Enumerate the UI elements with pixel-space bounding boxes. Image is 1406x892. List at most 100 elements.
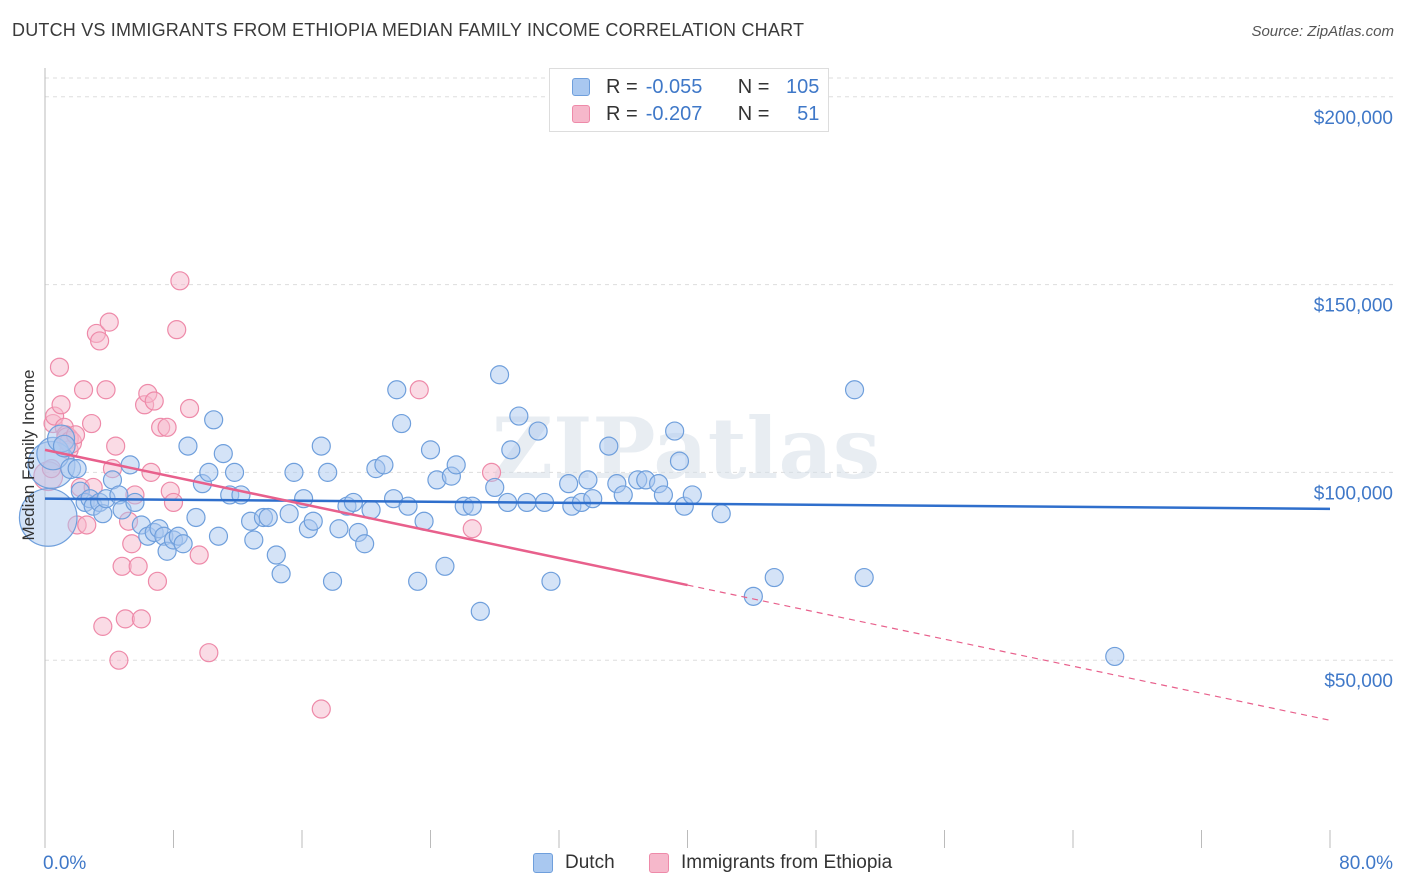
ethiopia-point — [311, 699, 331, 719]
dutch-point — [583, 489, 603, 509]
dutch-point — [528, 421, 548, 441]
dutch-point — [408, 571, 428, 591]
legend-n-value: 51 — [797, 102, 820, 125]
ethiopia-point — [167, 320, 187, 340]
correlation-legend: R = -0.055 N = 105 R = -0.207 N = 51 — [549, 68, 829, 132]
dutch-point — [322, 571, 343, 591]
dutch-point — [613, 485, 633, 505]
y-tick-label: $50,000 — [1324, 671, 1393, 692]
ethiopia-point — [189, 545, 209, 565]
ethiopia-trend-line — [44, 448, 688, 587]
dutch-point — [489, 365, 510, 385]
ethiopia-point — [170, 271, 190, 291]
legend-r-value: -0.207 — [645, 102, 703, 125]
dutch-point — [682, 485, 702, 505]
dutch-point — [509, 406, 529, 426]
dutch-point — [501, 440, 521, 460]
dutch-point — [711, 504, 731, 524]
y-tick-label: $100,000 — [1314, 483, 1393, 504]
x-tick-label: 0.0% — [43, 853, 86, 874]
dutch-point — [224, 462, 245, 482]
legend-item-ethiopia: Immigrants from Ethiopia — [649, 852, 892, 874]
y-tick-label: $150,000 — [1314, 296, 1393, 317]
legend-row-dutch: R = -0.055 N = 105 — [572, 75, 819, 99]
grid-layer — [45, 77, 1393, 661]
ethiopia-legend-swatch — [649, 853, 669, 873]
legend-r-label: R = — [606, 75, 638, 98]
dutch-point — [178, 436, 198, 456]
x-tick-label: 80.0% — [1339, 853, 1393, 874]
dutch-point — [485, 477, 505, 498]
dutch-legend-swatch — [533, 853, 553, 873]
chart-title: DUTCH VS IMMIGRANTS FROM ETHIOPIA MEDIAN… — [12, 20, 805, 40]
dutch-point — [311, 436, 331, 456]
ethiopia-point — [128, 556, 148, 576]
dutch-point — [67, 459, 87, 479]
watermark: ZIPatlas — [492, 399, 880, 498]
ethiopia-point — [81, 413, 102, 434]
dutch-point — [208, 526, 229, 546]
dutch-point — [854, 567, 874, 588]
dutch-point — [279, 504, 299, 524]
dutch-point — [318, 462, 338, 482]
dutch-point — [244, 530, 264, 550]
dutch-point — [1105, 646, 1125, 667]
dutch-point — [120, 455, 140, 475]
dutch-point — [199, 462, 219, 482]
legend-row-ethiopia: R = -0.207 N = 51 — [572, 102, 819, 126]
ethiopia-point — [199, 643, 219, 663]
dutch-point — [599, 436, 619, 456]
dutch-point — [213, 444, 233, 464]
dutch-point — [355, 534, 375, 554]
ethiopia-legend-label: Immigrants from Ethiopia — [681, 852, 893, 873]
ethiopia-point — [122, 534, 142, 554]
legend-n-value: 105 — [786, 75, 820, 98]
dutch-point — [470, 601, 490, 621]
ethiopia-point — [90, 331, 110, 351]
dutch-point — [374, 455, 394, 475]
ethiopia-point — [99, 312, 119, 332]
dutch-point — [387, 380, 407, 400]
ethiopia-point — [144, 391, 164, 411]
legend-n-label: N = — [737, 102, 770, 125]
dutch-point — [391, 413, 412, 434]
dutch-swatch — [572, 78, 590, 96]
ethiopia-point — [409, 380, 429, 400]
ethiopia-point — [147, 571, 168, 591]
ethiopia-point — [462, 519, 482, 539]
dutch-point — [844, 380, 865, 400]
dutch-point — [303, 511, 323, 531]
dutch-point — [669, 451, 690, 471]
dutch-point — [258, 507, 278, 528]
dutch-point — [271, 564, 291, 584]
dutch-point — [420, 440, 441, 460]
ethiopia-point — [96, 380, 116, 400]
dutch-point — [578, 470, 598, 490]
dutch-point — [284, 462, 304, 482]
dutch-point — [343, 492, 363, 513]
dutch-point — [665, 421, 685, 441]
ethiopia-point — [115, 609, 135, 629]
dutch-point — [446, 455, 466, 475]
dutch-point — [329, 519, 349, 539]
dutch-trend-line — [44, 497, 1331, 511]
dutch-point — [764, 567, 784, 588]
dutch-point — [398, 496, 418, 516]
label-layer: $50,000 $100,000 $150,000 $200,000 0.0% 80.0% — [43, 108, 1393, 874]
dutch-point — [559, 474, 579, 494]
trend-layer — [44, 448, 1331, 721]
ethiopia-point — [112, 556, 132, 576]
ethiopia-point — [163, 492, 184, 513]
ethiopia-point — [106, 436, 126, 456]
legend-r-value: -0.055 — [645, 75, 703, 98]
dutch-point — [435, 556, 455, 576]
ethiopia-point — [179, 398, 200, 419]
dutch-point — [204, 410, 224, 430]
source-label: Source: ZipAtlas.com — [1251, 23, 1394, 40]
ethiopia-point — [49, 357, 70, 377]
dutch-point — [125, 492, 145, 513]
dutch-point — [743, 586, 763, 606]
legend-item-dutch: Dutch — [533, 852, 615, 874]
dutch-point — [653, 485, 674, 505]
